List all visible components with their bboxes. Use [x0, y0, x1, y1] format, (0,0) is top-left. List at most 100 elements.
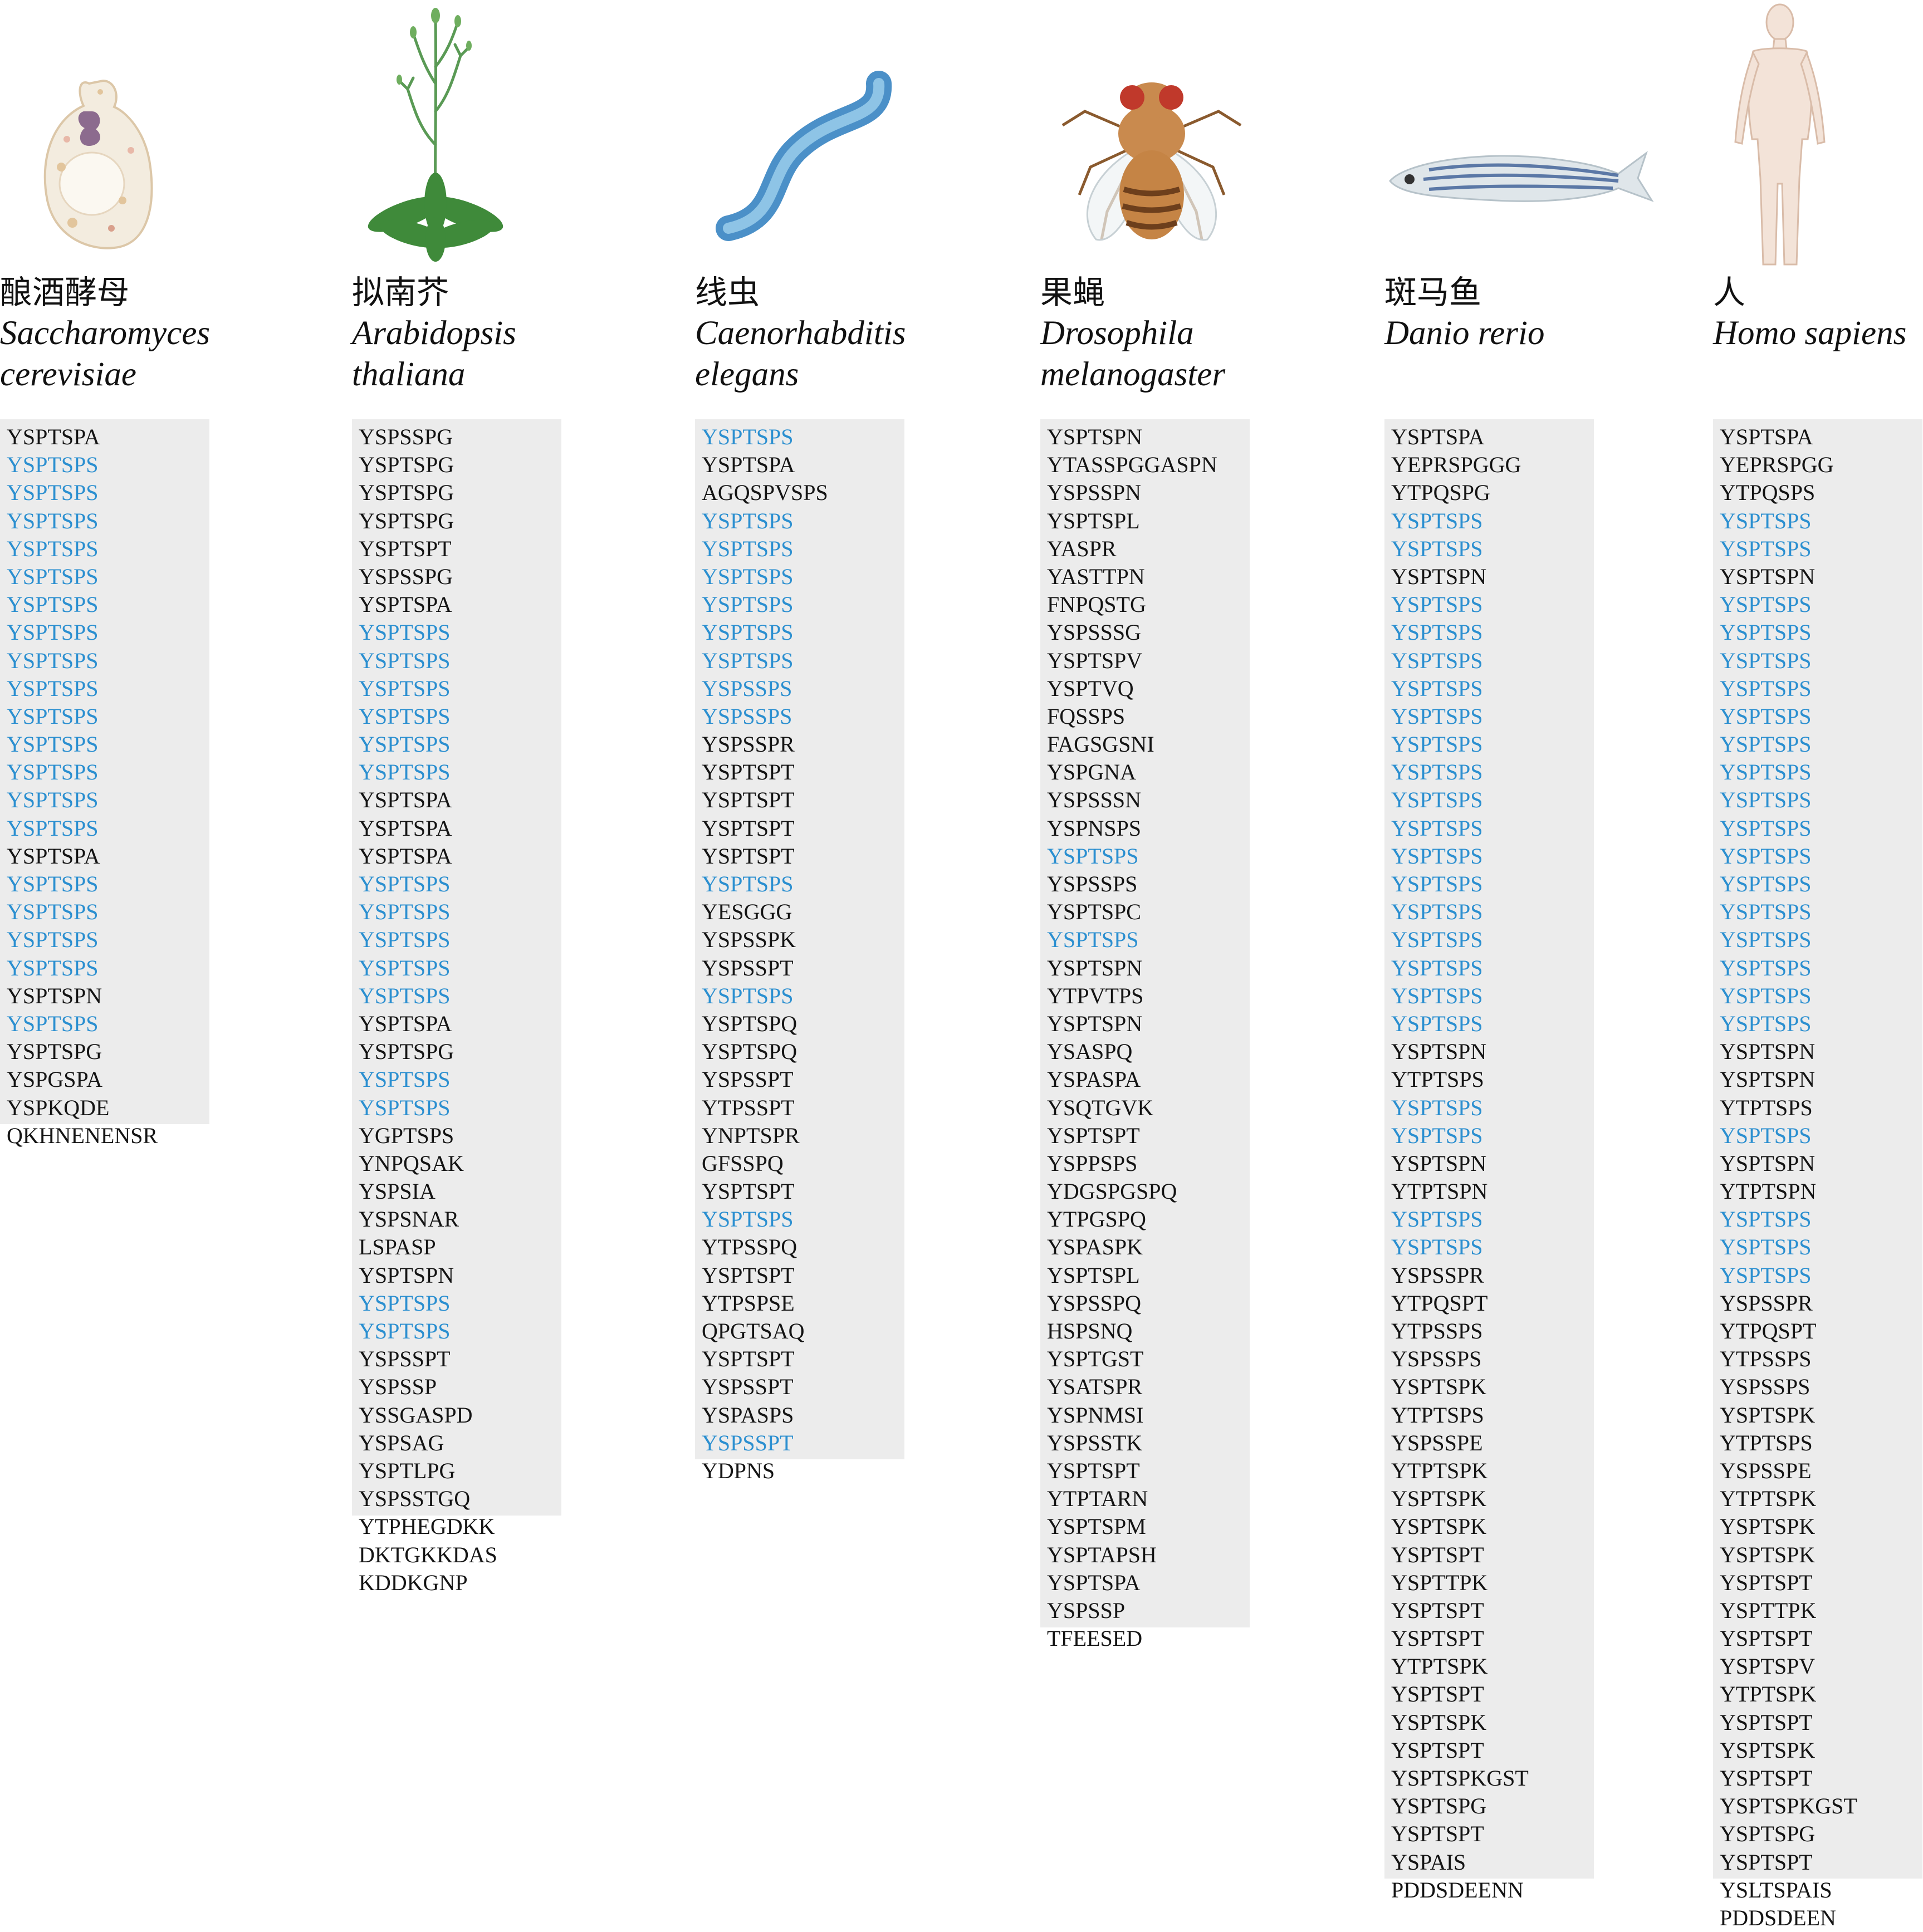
- ctd-repeat: YSPTSPS: [1391, 1122, 1483, 1148]
- ctd-repeat: YSPTSPS: [7, 899, 99, 925]
- ctd-repeat: YSPTSPS: [359, 620, 451, 645]
- ctd-shaded-band: [0, 419, 209, 1124]
- ctd-repeat: YSPTSPS: [1720, 983, 1812, 1008]
- ctd-repeat: YSPSSPS: [1047, 871, 1138, 896]
- latin-name-line: Drosophila: [1040, 315, 1194, 352]
- ctd-repeat: YSPTSPN: [1047, 424, 1143, 449]
- ctd-repeat: YSPASPA: [1047, 1067, 1141, 1092]
- ctd-repeat: YSPTSPK: [1391, 1514, 1487, 1539]
- ctd-repeat: YSPTSPN: [1720, 1067, 1816, 1092]
- latin-name: Arabidopsis thaliana: [352, 313, 516, 395]
- ctd-repeat: YSPTSPS: [1391, 620, 1483, 645]
- ctd-repeat: YTPSPSE: [702, 1290, 795, 1316]
- ctd-repeat: YSPTSPS: [1391, 1011, 1483, 1036]
- ctd-repeat: YEPRSPGG: [1720, 452, 1834, 478]
- ctd-repeat: YSPTSPK: [1720, 1542, 1816, 1567]
- ctd-shaded-band: [695, 419, 904, 1460]
- ctd-repeat: YSPSSPT: [702, 1374, 794, 1400]
- ctd-repeat: YSPTSPS: [1391, 648, 1483, 673]
- ctd-repeat: YSPTSPT: [1391, 1681, 1484, 1707]
- ctd-repeat: YSPTSPN: [359, 1262, 454, 1288]
- ctd-repeat: YSPTSPS: [7, 955, 99, 980]
- ctd-repeat-list: YSPTSPA YEPRSPGGG YTPQSPG YSPTSPS YSPTSPS YSP…: [1391, 423, 1529, 1904]
- ctd-repeat: AGQSPVSPS: [702, 480, 828, 506]
- ctd-shaded-band: [352, 419, 561, 1516]
- ctd-repeat: YSPTSPT: [1720, 1626, 1813, 1651]
- ctd-repeat-list: YSPTSPA YSPTSPS YSPTSPS YSPTSPS YSPTSPS YSPTS…: [7, 423, 158, 1150]
- nematode-worm-icon: [695, 0, 1007, 267]
- ctd-repeat: YSPTSPS: [702, 620, 794, 645]
- ctd-repeat: YSPTSPS: [359, 955, 451, 980]
- ctd-repeat: YSPASPS: [702, 1402, 794, 1428]
- latin-name-line: melanogaster: [1040, 356, 1226, 393]
- ctd-repeat: YSPTSPT: [1391, 1737, 1484, 1763]
- organism-column-drosophila: 果蝇 Drosophila melanogaster YSPTSPN YTASSP…: [1040, 0, 1352, 1892]
- ctd-repeat: YTPTSPK: [1391, 1458, 1488, 1483]
- ctd-repeat: YSPSSTGQ: [359, 1486, 471, 1512]
- ctd-repeat: YSPTSPS: [7, 508, 99, 533]
- ctd-repeat: YSPTSPS: [359, 1290, 451, 1316]
- ctd-repeat: YSPTSPK: [1720, 1402, 1816, 1428]
- ctd-repeat: YSPTSPS: [1391, 592, 1483, 617]
- ctd-repeat: YSPTSPS: [1720, 1262, 1812, 1288]
- ctd-repeat: YSPTSPT: [702, 787, 795, 813]
- ctd-repeat: YSPTSPS: [1720, 536, 1812, 561]
- latin-name: Caenorhabditis elegans: [695, 313, 906, 395]
- ctd-repeat: YTPTSPS: [1391, 1402, 1484, 1428]
- ctd-repeat: YSPTSPS: [1720, 787, 1812, 813]
- ctd-repeat: YSSGASPD: [359, 1402, 473, 1428]
- ctd-repeat: YSPSSPR: [1720, 1290, 1813, 1316]
- ctd-repeat: YSPTSPS: [1720, 1207, 1812, 1232]
- ctd-repeat: YSPTSPS: [1391, 1207, 1483, 1232]
- organism-column-zebrafish: 斑马鱼 Danio rerio YSPTSPA YEPRSPGGG YTPQSPG Y…: [1384, 0, 1696, 1902]
- ctd-repeat: YSPTSPS: [359, 732, 451, 757]
- ctd-repeat: YSPTSPA: [1047, 1570, 1141, 1595]
- chinese-name: 斑马鱼: [1384, 273, 1482, 311]
- ctd-repeat: YSPTSPT: [1047, 1122, 1140, 1148]
- ctd-repeat: YSPSSPT: [359, 1346, 451, 1372]
- ctd-repeat: YSPTSPS: [702, 871, 794, 896]
- chinese-name: 人: [1713, 273, 1746, 311]
- ctd-repeat: YSPTSPG: [7, 1039, 102, 1065]
- ctd-repeat: YSPTSPS: [1391, 732, 1483, 757]
- ctd-repeat: YSPTSPS: [359, 1095, 451, 1120]
- ctd-repeat: YSPSSPQ: [1047, 1290, 1142, 1316]
- ctd-repeat: QKHNENENSR: [7, 1122, 158, 1148]
- ctd-repeat: YSATSPR: [1047, 1374, 1143, 1400]
- ctd-repeat-list: YSPSSPG YSPTSPG YSPTSPG YSPTSPG YSPTSPT YSPSS…: [359, 423, 497, 1597]
- ctd-repeat: FNPQSTG: [1047, 592, 1146, 617]
- ctd-repeat: YSPKQDE: [7, 1095, 110, 1120]
- ctd-repeat: YSPTSPN: [1391, 1039, 1487, 1065]
- organism-column-arabidopsis: 拟南芥 Arabidopsis thaliana YSPSSPG YSPTSPG Y…: [352, 0, 664, 1892]
- ctd-repeat: YTPHEGDKK: [359, 1514, 495, 1539]
- ctd-repeat: YSPTSPQ: [702, 1011, 797, 1036]
- ctd-repeat: YSPTSPS: [1391, 815, 1483, 841]
- organism-column-human: 人 Homo sapiens YSPTSPA YEPRSPGG YTPQSPS YSP…: [1713, 0, 1923, 1930]
- ctd-repeat: GFSSPQ: [702, 1150, 784, 1176]
- ctd-repeat: YTPVTPS: [1047, 983, 1144, 1008]
- ctd-repeat: YSPTSPT: [1391, 1542, 1484, 1567]
- ctd-repeat: YSPTSPKGST: [1720, 1793, 1857, 1819]
- ctd-repeat: YSPTSPS: [7, 1011, 99, 1036]
- ctd-repeat: YSPSSPS: [702, 675, 792, 701]
- ctd-repeat: YSPTSPS: [702, 648, 794, 673]
- chinese-name: 线虫: [695, 273, 760, 311]
- ctd-repeat: YTPTARN: [1047, 1486, 1148, 1512]
- latin-name: Drosophila melanogaster: [1040, 313, 1225, 395]
- ctd-repeat: YSPTSPT: [702, 843, 795, 869]
- zebrafish-icon: [1384, 0, 1696, 267]
- ctd-repeat: YSPSSPK: [702, 927, 796, 953]
- ctd-repeat: PDDSDEEN: [1720, 1905, 1836, 1930]
- ctd-repeat: YSPSIA: [359, 1179, 436, 1204]
- ctd-repeat: YSPTSPS: [702, 563, 794, 589]
- ctd-repeat: YSPTSPS: [7, 480, 99, 506]
- ctd-repeat: YSPTSPS: [359, 899, 451, 925]
- ctd-repeat: YSPTSPT: [702, 1262, 795, 1288]
- ctd-repeat: YTPTSPS: [1391, 1067, 1484, 1092]
- ctd-repeat: YSPSSPG: [359, 424, 453, 449]
- ctd-repeat: YSPTSPS: [1720, 648, 1812, 673]
- latin-name-line: elegans: [695, 356, 799, 393]
- ctd-repeat: YSPTTPK: [1391, 1570, 1488, 1595]
- ctd-repeat: PDDSDEENN: [1391, 1877, 1524, 1902]
- ctd-repeat: YSPTSPS: [1391, 1234, 1483, 1260]
